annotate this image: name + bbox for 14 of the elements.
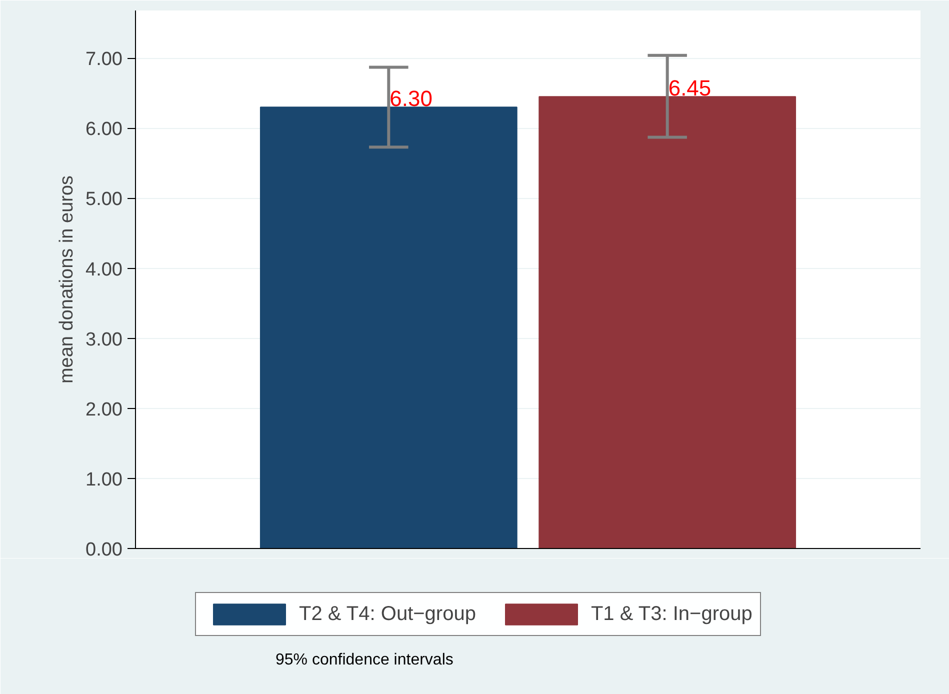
data-label: 6.30 (390, 86, 432, 112)
y-tick-label: 3.00 (86, 329, 123, 350)
y-tick-label: 7.00 (86, 49, 123, 70)
legend-label: T1 & T3: In−group (590, 602, 752, 626)
legend-label: T2 & T4: Out−group (299, 602, 476, 626)
y-tick-label: 6.00 (86, 119, 123, 140)
y-tick-label: 4.00 (86, 259, 123, 280)
y-axis-title: mean donations in euros (56, 175, 78, 384)
y-tick-label: 5.00 (86, 189, 123, 210)
data-label: 6.45 (668, 76, 712, 101)
y-tick-label: 2.00 (86, 399, 123, 420)
y-tick-label: 1.00 (86, 469, 123, 490)
y-tick-label: 0.00 (86, 540, 123, 560)
text: 95% confidence intervals (276, 652, 454, 668)
